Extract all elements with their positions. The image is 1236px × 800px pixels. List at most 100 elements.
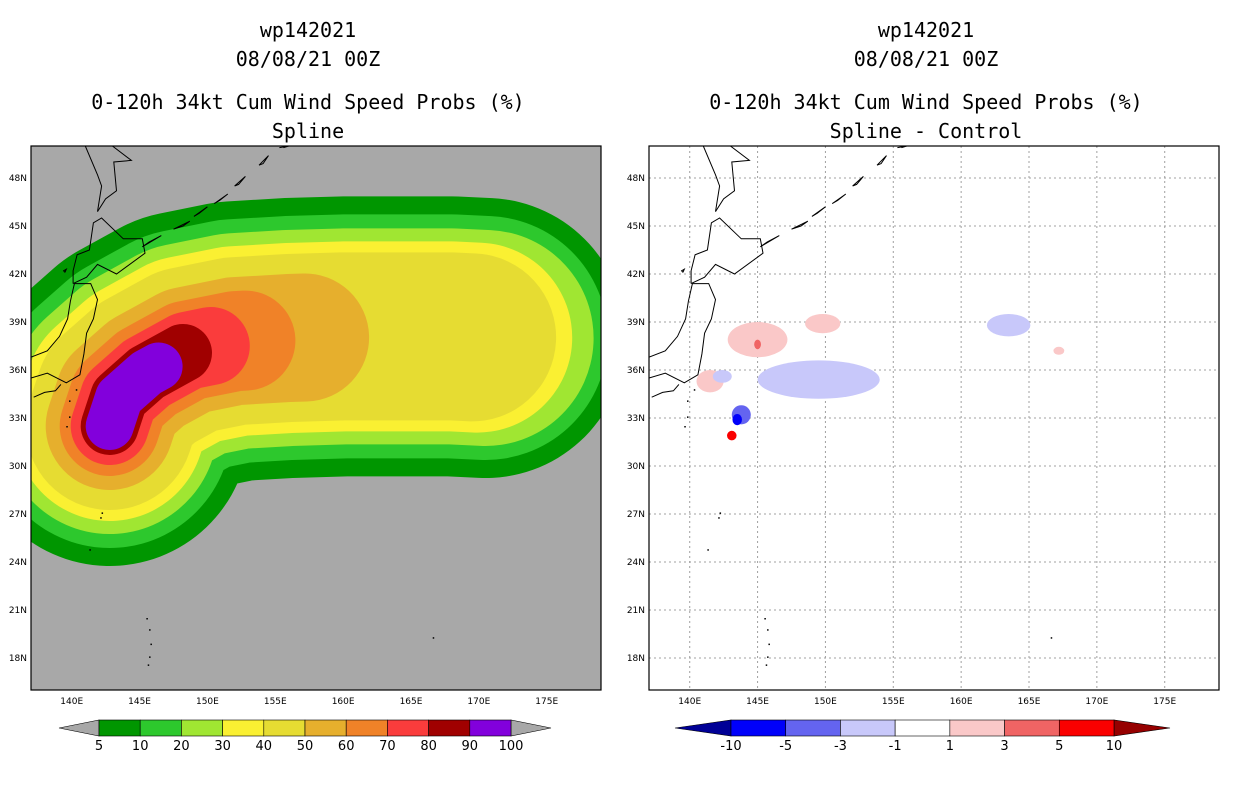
colorbar-swatch xyxy=(1058,719,1115,737)
difference-region xyxy=(754,339,761,350)
coastline xyxy=(258,155,269,166)
difference-region xyxy=(986,314,1031,337)
coastline xyxy=(690,217,764,285)
left-storm-id: wp142021 xyxy=(259,18,357,42)
colorbar-swatch xyxy=(469,719,512,737)
colorbar-label: 50 xyxy=(297,739,314,754)
difference-region xyxy=(805,314,841,334)
island-dot xyxy=(149,629,151,631)
left-title: 0-120h 34kt Cum Wind Speed Probs (%) xyxy=(91,90,525,114)
y-tick-label: 30N xyxy=(627,462,645,472)
island-dot xyxy=(100,517,102,519)
colorbar-label: 1 xyxy=(946,739,954,754)
island-dot xyxy=(718,517,720,519)
island-dot xyxy=(767,629,769,631)
island-dot xyxy=(764,618,766,620)
colorbar-label: 90 xyxy=(462,739,479,754)
y-tick-label: 21N xyxy=(627,606,645,616)
y-tick-label: 39N xyxy=(9,318,27,328)
colorbar-under-triangle xyxy=(674,719,732,737)
x-tick-label: 140E xyxy=(60,697,83,707)
map-panel-1: 140E 145E 150E 155E 160E 165E 170E 175E 48N 45N 42… xyxy=(627,145,1220,754)
coastline xyxy=(62,267,68,273)
y-tick-label: 27N xyxy=(627,510,645,520)
coastline xyxy=(876,155,887,166)
y-tick-label: 36N xyxy=(9,366,27,376)
coastline xyxy=(852,176,864,187)
x-tick-label: 175E xyxy=(535,697,558,707)
y-tick-label: 24N xyxy=(9,558,27,568)
difference-region xyxy=(1053,346,1065,355)
colorbar-swatch xyxy=(840,719,896,737)
island-dot xyxy=(687,400,689,402)
colorbar-label: 30 xyxy=(214,739,231,754)
colorbar: 5 10 20 30 40 50 60 70 80 90 100 xyxy=(58,719,552,754)
colorbar-label: 3 xyxy=(1000,739,1008,754)
y-tick-label: 27N xyxy=(9,510,27,520)
x-tick-label: 170E xyxy=(467,697,490,707)
y-tick-label: 42N xyxy=(627,270,645,280)
difference-region xyxy=(757,360,880,399)
coastline xyxy=(897,146,908,149)
map-frame xyxy=(30,145,602,691)
colorbar-swatch xyxy=(949,719,1005,737)
coastline xyxy=(173,220,191,230)
colorbar-over-triangle xyxy=(510,719,552,737)
x-tick-label: 170E xyxy=(1085,697,1108,707)
y-tick-label: 18N xyxy=(9,654,27,664)
island-dot xyxy=(765,664,768,666)
island-dot xyxy=(687,416,689,418)
colorbar-label: -5 xyxy=(779,739,792,754)
y-tick-label: 30N xyxy=(9,462,27,472)
right-subtitle: Spline - Control xyxy=(829,119,1023,143)
y-tick-label: 21N xyxy=(9,606,27,616)
y-tick-label: 42N xyxy=(9,270,27,280)
colorbar-label: 5 xyxy=(95,739,103,754)
y-tick-label: 48N xyxy=(9,174,27,184)
y-tick-label: 39N xyxy=(627,318,645,328)
coastline xyxy=(651,384,680,398)
y-tick-label: 45N xyxy=(9,222,27,232)
island-dot xyxy=(767,656,769,658)
colorbar-label: -3 xyxy=(834,739,847,754)
prob-contour-90 xyxy=(85,342,183,450)
island-dot xyxy=(768,643,770,646)
map-panel-0: 140E 145E 150E 155E 160E 165E 170E 175E 48N 45N 42… xyxy=(9,145,602,754)
coastline xyxy=(31,283,99,384)
island-dot xyxy=(1050,637,1053,639)
colorbar-swatch xyxy=(428,719,471,737)
coastline xyxy=(97,146,133,212)
map-content xyxy=(649,146,1219,690)
island-dot xyxy=(101,512,104,514)
x-tick-label: 160E xyxy=(950,697,973,707)
colorbar-swatch xyxy=(181,719,223,737)
colorbar-swatch xyxy=(345,719,388,737)
coastline xyxy=(811,206,826,217)
x-tick-label: 150E xyxy=(196,697,219,707)
x-tick-label: 140E xyxy=(678,697,701,707)
coastline xyxy=(649,283,717,384)
island-dot xyxy=(147,664,150,666)
island-dot xyxy=(149,656,151,658)
colorbar-label: 5 xyxy=(1055,739,1063,754)
island-dot xyxy=(150,643,152,646)
coastline xyxy=(702,146,721,212)
coastline xyxy=(142,235,162,248)
colorbar-label: -1 xyxy=(889,739,902,754)
left-subtitle: Spline xyxy=(271,119,345,143)
colorbar-swatch xyxy=(139,719,182,737)
x-tick-label: 160E xyxy=(332,697,355,707)
y-tick-label: 45N xyxy=(627,222,645,232)
colorbar-swatch xyxy=(785,719,841,737)
right-storm-id: wp142021 xyxy=(877,18,975,42)
y-tick-label: 36N xyxy=(627,366,645,376)
island-dot xyxy=(693,389,696,391)
coastline xyxy=(213,193,229,205)
y-tick-label: 33N xyxy=(9,414,27,424)
island-dot xyxy=(75,389,78,391)
x-tick-label: 145E xyxy=(128,697,151,707)
colorbar-label: 20 xyxy=(173,739,190,754)
y-tick-label: 18N xyxy=(627,654,645,664)
coastline xyxy=(831,193,847,205)
